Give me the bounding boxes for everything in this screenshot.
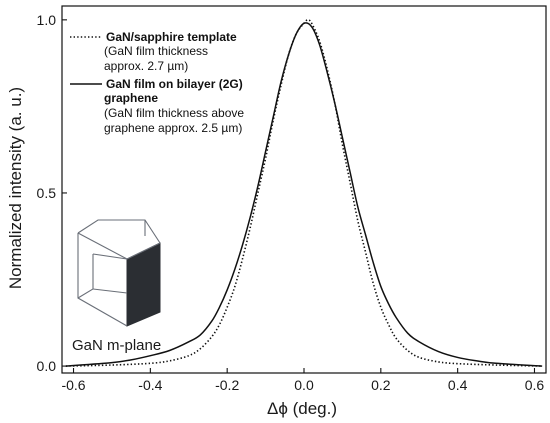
legend-label-line: graphene xyxy=(104,91,158,105)
x-tick-label: -0.4 xyxy=(138,377,162,393)
x-tick-label: -0.6 xyxy=(61,377,85,393)
y-ticks: 0.0 0.5 1.0 xyxy=(37,12,67,374)
y-tick-label: 0.5 xyxy=(37,185,57,201)
prism-edges xyxy=(77,219,161,260)
legend-note-line: graphene approx. 2.5 µm) xyxy=(104,121,242,135)
x-tick-label: -0.2 xyxy=(215,377,239,393)
plot-frame xyxy=(61,5,547,374)
legend: GaN/sapphire template (GaN film thicknes… xyxy=(70,30,247,135)
x-tick-label: 0.2 xyxy=(371,377,391,393)
prism-edges xyxy=(77,254,94,299)
prism-edges xyxy=(92,288,128,294)
legend-label-line: GaN film on bilayer (2G) xyxy=(106,77,243,91)
y-tick-label: 0.0 xyxy=(37,358,57,374)
y-axis-label: Normalized intensity (a. u.) xyxy=(6,87,25,289)
legend-label-gan-graphene: GaN film on bilayer (2G) graphene xyxy=(104,77,246,105)
x-axis-label: Δϕ (deg.) xyxy=(267,399,337,418)
m-plane-face xyxy=(126,242,161,327)
x-tick-label: 0.0 xyxy=(294,377,314,393)
series-line-gan-graphene xyxy=(65,22,543,367)
y-tick-label: 1.0 xyxy=(37,12,57,28)
x-ticks: -0.6 -0.4 -0.2 0.0 0.2 0.4 0.6 xyxy=(61,368,544,393)
series-line-gan-sapphire xyxy=(65,19,543,367)
legend-note-line: (GaN film thickness xyxy=(104,44,208,58)
legend-note-line: (GaN film thickness above xyxy=(104,106,244,120)
legend-note-gan-sapphire: (GaN film thickness approx. 2.7 µm) xyxy=(104,44,211,73)
x-tick-label: 0.6 xyxy=(525,377,545,393)
inset-label: GaN m-plane xyxy=(72,337,161,354)
legend-note-gan-graphene: (GaN film thickness above graphene appro… xyxy=(104,106,247,135)
prism-edges xyxy=(77,233,128,327)
legend-note-line: approx. 2.7 µm) xyxy=(104,59,188,73)
hexagonal-prism-icon xyxy=(77,219,161,327)
x-tick-label: 0.4 xyxy=(448,377,468,393)
prism-edges xyxy=(92,253,128,260)
legend-label-gan-sapphire: GaN/sapphire template xyxy=(106,30,237,44)
